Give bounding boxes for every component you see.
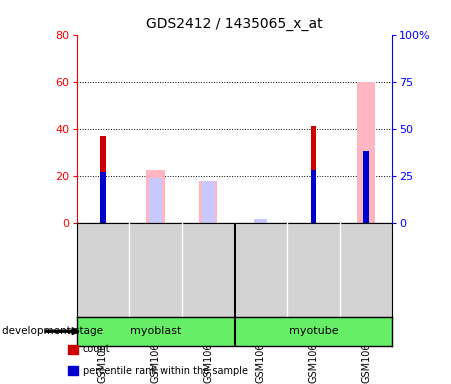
Bar <box>100 172 106 223</box>
Bar <box>100 136 106 223</box>
Text: count: count <box>83 344 110 354</box>
Bar <box>147 170 165 223</box>
Bar <box>311 170 316 223</box>
Bar <box>357 82 375 223</box>
Text: myotube: myotube <box>289 326 338 336</box>
Text: development stage: development stage <box>2 326 103 336</box>
Bar <box>364 151 369 223</box>
Text: myoblast: myoblast <box>130 326 181 336</box>
Bar <box>254 219 267 223</box>
Text: percentile rank within the sample: percentile rank within the sample <box>83 366 248 376</box>
Bar <box>199 181 217 223</box>
Bar <box>202 181 215 223</box>
Bar <box>311 126 316 223</box>
Bar <box>149 177 162 223</box>
Title: GDS2412 / 1435065_x_at: GDS2412 / 1435065_x_at <box>146 17 323 31</box>
